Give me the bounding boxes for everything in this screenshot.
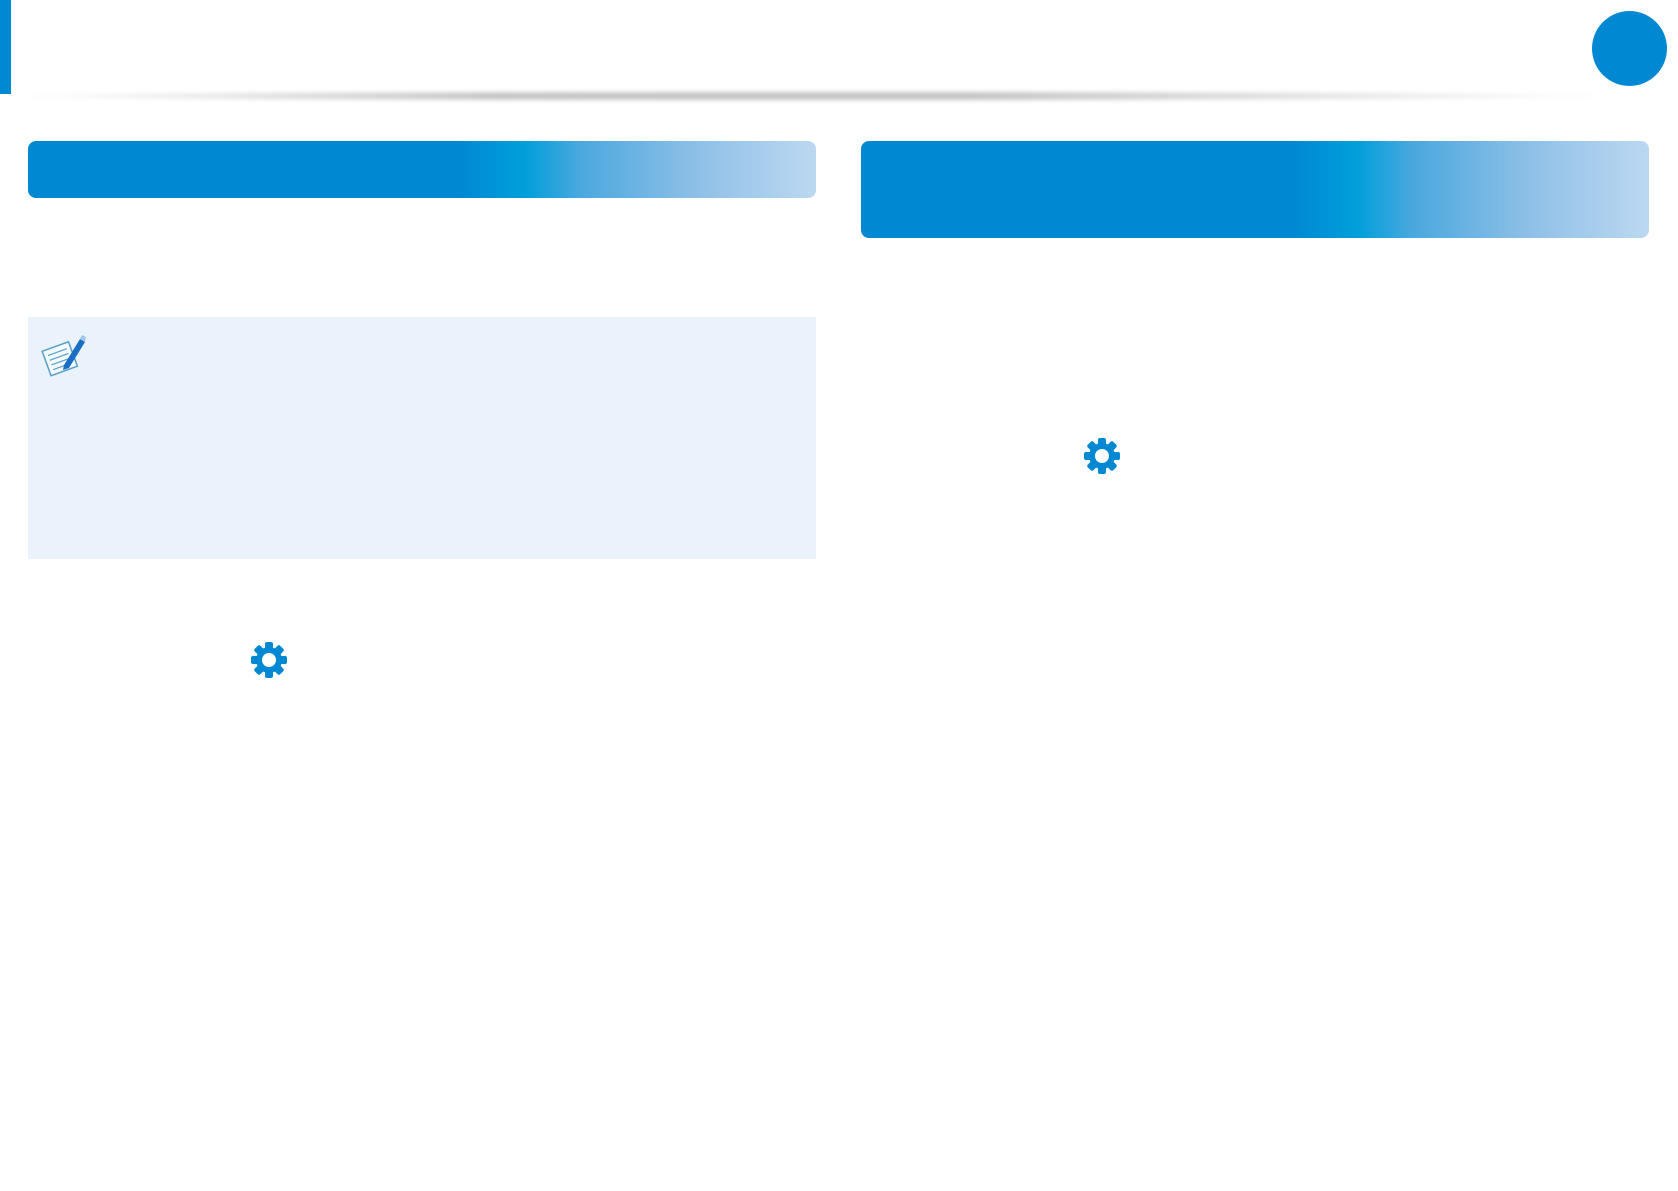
- page-edge-marker: [0, 0, 11, 94]
- page-number-badge: [1592, 11, 1667, 86]
- note-box: [28, 317, 816, 559]
- gear-icon: [1084, 438, 1120, 474]
- section-header-right: [861, 141, 1649, 238]
- header-divider: [10, 92, 1620, 100]
- gear-icon: [251, 642, 287, 678]
- section-header-left: [28, 141, 816, 198]
- note-pencil-icon: [41, 335, 86, 377]
